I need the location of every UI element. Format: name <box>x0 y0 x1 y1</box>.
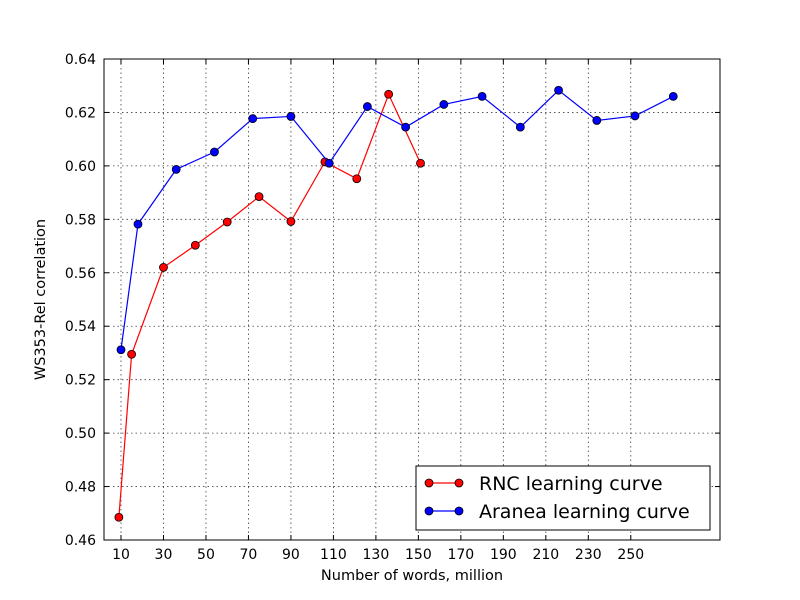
x-tick-label: 90 <box>282 547 300 563</box>
series-1 <box>116 85 678 355</box>
series-line <box>120 89 674 350</box>
data-point <box>127 349 137 359</box>
axis-ticks: 10 30 50 70 90 110 130 150 170 190 210 230 250 0.46 0.… <box>65 52 720 563</box>
x-tick-label: 210 <box>532 547 559 563</box>
data-point <box>668 92 678 101</box>
legend: RNC learning curve Aranea learning curve <box>415 465 711 531</box>
data-point <box>114 512 124 522</box>
x-tick-label: 130 <box>363 547 390 563</box>
data-point <box>254 192 264 202</box>
legend-label: Aranea learning curve <box>479 501 690 523</box>
data-point <box>477 92 487 101</box>
y-tick-label: 0.58 <box>65 212 96 228</box>
data-point <box>352 174 362 184</box>
data-point <box>401 122 411 132</box>
grid <box>104 58 720 541</box>
data-point <box>324 158 334 168</box>
y-tick-label: 0.48 <box>65 480 96 496</box>
y-tick-label: 0.64 <box>65 52 96 68</box>
data-point <box>133 219 143 229</box>
data-point <box>116 345 126 355</box>
data-point <box>286 112 296 121</box>
data-point <box>171 164 181 174</box>
legend-box <box>415 465 711 531</box>
legend-marker <box>424 506 434 516</box>
data-point <box>439 100 449 109</box>
x-tick-label: 10 <box>112 547 130 563</box>
data-point <box>159 263 168 272</box>
data-point <box>554 85 563 95</box>
x-tick-label: 150 <box>405 547 432 563</box>
y-tick-label: 0.46 <box>65 533 96 549</box>
data-point <box>362 102 372 111</box>
x-tick-label: 30 <box>155 547 173 563</box>
y-tick-label: 0.60 <box>65 159 96 175</box>
x-axis-label: Number of words, million <box>321 568 503 584</box>
legend-marker <box>454 478 464 488</box>
data-point <box>384 89 394 99</box>
data-point <box>190 240 200 250</box>
legend-entry: RNC learning curve <box>424 473 663 495</box>
x-tick-label: 230 <box>575 547 602 563</box>
y-tick-label: 0.50 <box>65 426 96 442</box>
data-point <box>248 114 258 123</box>
data-point <box>222 217 232 227</box>
legend-marker <box>424 478 434 488</box>
x-tick-label: 170 <box>447 547 474 563</box>
legend-label: RNC learning curve <box>479 473 663 495</box>
data-point <box>630 111 640 121</box>
legend-entry: Aranea learning curve <box>424 501 690 523</box>
y-tick-label: 0.62 <box>65 105 96 121</box>
y-tick-label: 0.56 <box>65 266 96 282</box>
plot-area <box>103 58 721 541</box>
data-point <box>515 122 525 132</box>
data-point <box>286 217 296 226</box>
data-point <box>416 158 425 168</box>
y-tick-label: 0.52 <box>65 373 96 389</box>
y-axis-label: WS353-Rel correlation <box>33 219 49 380</box>
data-point <box>592 116 602 125</box>
x-tick-label: 190 <box>490 547 517 563</box>
x-tick-label: 70 <box>240 547 258 563</box>
series <box>114 85 678 522</box>
x-tick-label: 250 <box>617 547 644 563</box>
x-tick-label: 110 <box>320 547 347 563</box>
y-tick-label: 0.54 <box>65 319 96 335</box>
data-point <box>210 147 219 157</box>
x-tick-label: 50 <box>197 547 215 563</box>
legend-marker <box>454 506 464 516</box>
